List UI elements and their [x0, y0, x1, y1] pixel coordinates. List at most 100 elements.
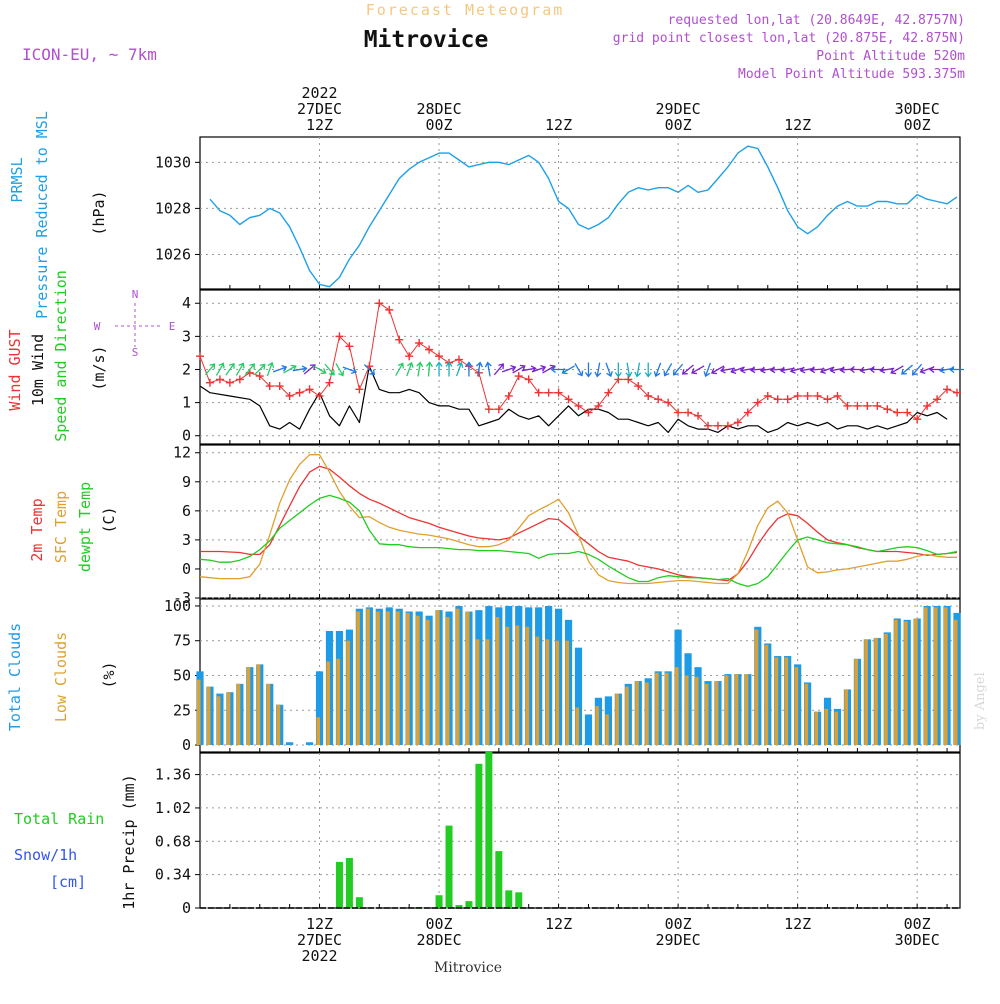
- wind-gust-marker: [395, 335, 404, 344]
- low-cloud-bar: [196, 679, 201, 746]
- wind-direction-arrow: [531, 365, 547, 373]
- wind-direction-arrow: [445, 361, 453, 377]
- low-cloud-bar: [874, 637, 878, 746]
- bottom-time-label: 27DEC: [297, 931, 342, 949]
- wind-gust-marker: [554, 388, 563, 397]
- arrow-shape: [890, 365, 904, 375]
- y-tick-label: 0.34: [155, 866, 191, 884]
- panel-frame: [199, 444, 961, 599]
- low-cloud-bar: [744, 674, 749, 746]
- arrow-shape: [363, 364, 376, 376]
- y-tick-label: 2: [182, 360, 191, 378]
- panel-frame: [199, 136, 961, 290]
- y-tick-label: 50: [173, 667, 191, 685]
- low-cloud-bar: [943, 607, 948, 746]
- wind-direction-arrow: [204, 363, 216, 376]
- wind-gust-marker: [674, 408, 683, 417]
- low-cloud-bar: [316, 717, 321, 746]
- arrow-shape: [605, 362, 613, 378]
- low-cloud-bar: [625, 686, 629, 746]
- wind-gust-marker: [733, 418, 742, 427]
- compass-rose: N W E S: [94, 288, 176, 359]
- wind-gust-marker: [325, 378, 334, 387]
- low-cloud-bar: [386, 611, 390, 746]
- wind-direction-arrow: [644, 362, 652, 378]
- wind-gust-marker: [624, 375, 633, 384]
- low-cloud-bar: [595, 706, 599, 746]
- wind-direction-arrow: [512, 364, 526, 374]
- wind-direction-arrow: [710, 365, 725, 375]
- wind-gust-marker: [893, 408, 902, 417]
- wind-gust-marker: [863, 401, 872, 410]
- wind-gust-marker: [564, 395, 573, 404]
- y-tick-label: 25: [173, 701, 191, 719]
- temp-dewpt-label: dewpt Temp: [76, 482, 94, 572]
- low-cloud-bar: [844, 689, 848, 746]
- low-cloud-bar: [416, 615, 420, 746]
- low-cloud-bar: [555, 640, 560, 746]
- wind-gust-marker: [763, 391, 772, 400]
- wind-direction-arrow: [789, 366, 805, 374]
- arrow-shape: [574, 363, 584, 377]
- y-tick-label: 1.36: [155, 766, 191, 784]
- low-cloud-bar: [794, 667, 799, 746]
- total-clouds-label: Total Clouds: [6, 623, 24, 731]
- arrow-shape: [901, 364, 913, 375]
- wind-direction-arrow: [634, 362, 642, 378]
- low-cloud-bar: [425, 619, 430, 746]
- wind-gust-marker: [773, 395, 782, 404]
- pressure-label: Pressure Reduced to MSL: [33, 111, 51, 319]
- bottom-time-label: 00Z: [426, 915, 453, 933]
- arrow-shape: [406, 361, 414, 377]
- low-cloud-bar: [675, 667, 679, 746]
- wind-gust-marker: [694, 411, 703, 420]
- y-tick-label: 100: [164, 597, 191, 615]
- arrow-shape: [521, 365, 537, 373]
- y-tick-label: 1: [182, 394, 191, 412]
- wind-gust-marker: [315, 391, 324, 400]
- wind-gust-marker: [793, 391, 802, 400]
- total-cloud-bar: [574, 647, 583, 746]
- wind-direction-arrow: [948, 365, 965, 374]
- wind-gust-marker: [873, 401, 882, 410]
- low-cloud-bar: [216, 696, 221, 746]
- wind-direction-arrow: [425, 361, 433, 377]
- arrow-shape: [335, 363, 345, 377]
- wind-direction-arrow: [681, 364, 694, 375]
- wind-direction-arrow: [901, 364, 913, 375]
- precip-bar: [355, 897, 363, 908]
- low-cloud-bar: [724, 675, 729, 746]
- arrow-shape: [653, 362, 662, 378]
- wind-gust-marker: [783, 395, 792, 404]
- low-cloud-bar: [455, 608, 460, 746]
- wind-direction-arrow: [272, 365, 288, 373]
- wind-direction-arrow: [266, 361, 275, 377]
- y-axis-unit: (%): [100, 661, 118, 688]
- low-cloud-bar: [645, 682, 649, 746]
- wind-speed-label: 10m Wind: [29, 334, 47, 406]
- temp-line-2m-temp: [200, 465, 958, 582]
- credit-watermark: by Angel: [973, 672, 988, 730]
- wind-gust-marker: [355, 385, 364, 394]
- low-cloud-bar: [515, 625, 520, 746]
- compass-n: N: [132, 288, 139, 301]
- wind-gust-marker: [534, 388, 543, 397]
- wind-direction-arrow: [730, 366, 745, 374]
- arrow-shape: [730, 366, 745, 374]
- wind-direction-arrow: [819, 366, 835, 374]
- wind-direction-arrow: [363, 364, 376, 376]
- low-cloud-bar: [236, 683, 241, 746]
- wind-gust-marker: [753, 398, 762, 407]
- low-cloud-bar: [256, 664, 261, 746]
- wind-direction-arrow: [395, 362, 404, 376]
- footer-location: Mitrovice: [434, 960, 502, 976]
- low-cloud-bar: [475, 639, 480, 746]
- arrow-shape: [512, 364, 526, 374]
- wind-gust-marker: [594, 401, 603, 410]
- wind-direction-arrow: [691, 365, 705, 375]
- arrow-shape: [455, 361, 464, 377]
- low-cloud-bar: [655, 672, 659, 746]
- wind-gust-marker: [484, 405, 493, 414]
- wind-gust-marker: [584, 408, 593, 417]
